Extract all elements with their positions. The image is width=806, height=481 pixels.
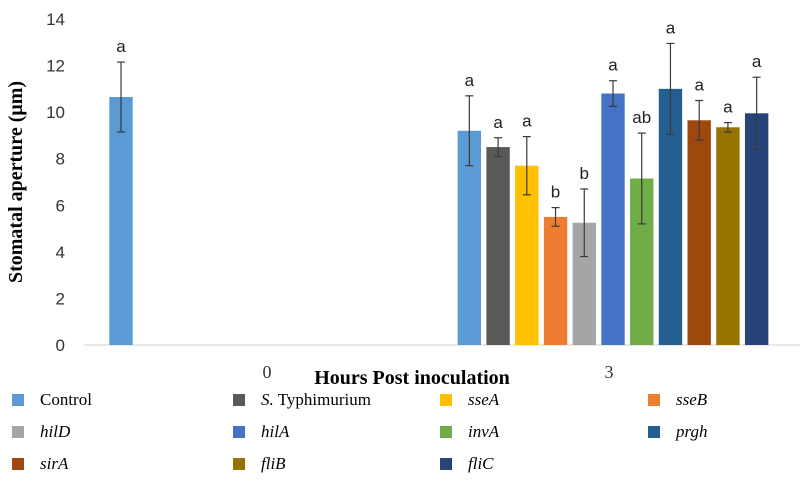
- legend-swatch-invA: [440, 426, 452, 438]
- bar-3-prgh: [658, 88, 683, 345]
- legend-label-hilD: hilD: [40, 422, 71, 441]
- y-tick-label-6: 6: [56, 196, 65, 215]
- legend-label-fliC: fliC: [468, 454, 494, 473]
- y-tick-label-4: 4: [56, 243, 65, 262]
- legend-label-invA: invA: [468, 422, 500, 441]
- legend-label-prgh: prgh: [675, 422, 708, 441]
- legend-label-sseA: sseA: [468, 390, 500, 409]
- y-tick-label-14: 14: [46, 10, 65, 29]
- bar-3-hilD: [572, 222, 596, 345]
- significance-label-3-hilA: a: [608, 56, 618, 75]
- bar-3-hilA: [601, 93, 625, 345]
- y-tick-label-2: 2: [56, 289, 65, 308]
- significance-label-3-fliC: a: [752, 52, 762, 71]
- legend-label-S-Typhimurium: S. Typhimurium: [261, 390, 371, 409]
- legend-label-Control: Control: [40, 390, 92, 409]
- y-axis-ticks: 0 2 4 6 8 10 12 14: [46, 10, 65, 355]
- y-axis-title: Stomatal aperture (μm): [5, 81, 27, 283]
- legend-swatch-fliB: [233, 458, 245, 470]
- bars-group: [109, 88, 769, 346]
- bar-3-S-Typhimurium: [486, 147, 510, 345]
- significance-label-3-sseA: a: [522, 112, 532, 131]
- legend-swatch-hilA: [233, 426, 245, 438]
- y-tick-label-8: 8: [56, 150, 65, 169]
- bar-3-sirA: [687, 120, 711, 346]
- legend-swatch-Control: [12, 394, 24, 406]
- significance-label-3-Control: a: [465, 71, 475, 90]
- x-category-label-0: 0: [263, 362, 272, 382]
- significance-label-3-prgh: a: [666, 18, 676, 37]
- legend-swatch-prgh: [648, 426, 660, 438]
- y-tick-label-0: 0: [56, 336, 65, 355]
- y-tick-label-12: 12: [46, 57, 65, 76]
- legend-swatch-sirA: [12, 458, 24, 470]
- y-tick-label-10: 10: [46, 103, 65, 122]
- significance-label-3-S-Typhimurium: a: [493, 113, 503, 132]
- significance-label-3-invA: ab: [632, 108, 651, 127]
- significance-label-0-Control: a: [116, 37, 126, 56]
- legend-label-fliB: fliB: [261, 454, 286, 473]
- bar-3-sseA: [515, 165, 539, 345]
- bar-3-invA: [630, 178, 654, 345]
- legend-label-sirA: sirA: [40, 454, 69, 473]
- legend-label-sseB: sseB: [676, 390, 708, 409]
- significance-label-3-fliB: a: [723, 98, 733, 117]
- x-category-label-3: 3: [605, 362, 614, 382]
- bar-3-fliB: [716, 127, 740, 346]
- legend-swatch-sseB: [648, 394, 660, 406]
- bar-3-sseB: [543, 216, 568, 345]
- legend-swatch-fliC: [440, 458, 452, 470]
- error-bars-group: [117, 42, 761, 258]
- bar-0-Control: [109, 97, 133, 345]
- legend-swatch-sseA: [440, 394, 452, 406]
- legend-swatch-hilD: [12, 426, 24, 438]
- significance-label-3-hilD: b: [580, 164, 589, 183]
- bar-3-fliC: [744, 113, 769, 345]
- legend-label-hilA: hilA: [261, 422, 290, 441]
- significance-label-3-sirA: a: [694, 76, 704, 95]
- legend: Control S. Typhimurium sseA sseB hilD hilA inv…: [12, 390, 708, 473]
- significance-label-3-sseB: b: [551, 183, 560, 202]
- x-axis-title: Hours Post inoculation: [314, 367, 510, 389]
- legend-swatch-S-Typhimurium: [233, 394, 245, 406]
- bar-3-Control: [457, 130, 482, 345]
